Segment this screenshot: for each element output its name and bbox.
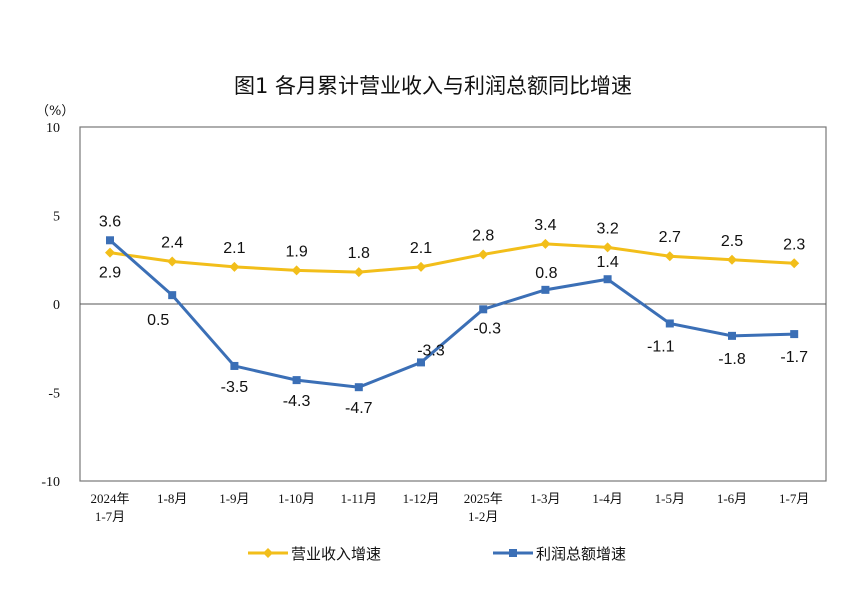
data-point — [230, 361, 239, 370]
data-point — [478, 249, 489, 260]
series-line-1 — [109, 239, 795, 389]
x-tick-label: 1-7月 — [95, 509, 125, 524]
y-tick-label: 0 — [53, 298, 60, 313]
data-label: 2.1 — [223, 240, 245, 257]
data-point — [168, 291, 177, 300]
data-label: 2.1 — [410, 240, 432, 257]
data-point — [229, 261, 240, 272]
x-tick-label: 1-10月 — [278, 491, 315, 506]
x-tick-label: 1-4月 — [592, 491, 622, 506]
x-tick-label: 1-9月 — [219, 491, 249, 506]
x-tick-label: 1-7月 — [779, 491, 809, 506]
x-tick-label: 1-3月 — [530, 491, 560, 506]
data-label: 3.6 — [99, 213, 121, 230]
x-tick-label: 1-8月 — [157, 491, 187, 506]
data-point — [353, 267, 364, 278]
series-line-0 — [109, 242, 795, 274]
data-point — [354, 383, 363, 392]
x-tick-label: 2024年 — [90, 491, 129, 506]
x-tick-label: 1-2月 — [468, 509, 498, 524]
x-tick-label: 2025年 — [464, 491, 503, 506]
data-point — [105, 247, 115, 258]
data-label: 0.5 — [147, 312, 169, 329]
legend-label: 营业收入增速 — [291, 545, 381, 563]
data-point — [790, 330, 799, 339]
data-label: 2.4 — [161, 235, 183, 252]
y-axis-unit: （%） — [36, 104, 75, 119]
data-label: 1.9 — [285, 243, 307, 260]
x-tick-label: 1-12月 — [403, 491, 440, 506]
data-label: -1.1 — [647, 338, 675, 355]
data-point — [728, 331, 736, 340]
y-tick-label: -10 — [41, 475, 60, 490]
data-point — [664, 251, 675, 262]
data-point — [789, 258, 800, 269]
data-label: 1.8 — [348, 245, 370, 262]
data-label: 2.3 — [783, 236, 805, 253]
data-point — [291, 265, 302, 276]
data-point — [479, 305, 488, 314]
data-point — [106, 236, 114, 245]
data-point — [541, 285, 550, 294]
legend-marker — [509, 549, 517, 557]
data-label: 1.4 — [596, 254, 618, 271]
data-label: -4.7 — [345, 400, 373, 417]
data-label: 2.5 — [721, 233, 743, 250]
x-tick-label: 1-5月 — [655, 491, 685, 506]
data-point — [540, 238, 551, 249]
data-label: -1.7 — [780, 349, 808, 366]
data-label: -3.5 — [221, 379, 249, 396]
data-point — [167, 256, 178, 267]
data-label: -4.3 — [283, 393, 311, 410]
data-label: 3.4 — [534, 217, 556, 234]
x-tick-label: 1-6月 — [717, 491, 747, 506]
chart-title: 图1 各月累计营业收入与利润总额同比增速 — [233, 74, 633, 98]
data-label: 3.2 — [596, 220, 618, 237]
y-tick-label: -5 — [48, 387, 60, 402]
data-label: -0.3 — [473, 320, 501, 337]
data-label: -1.8 — [718, 351, 746, 368]
legend-marker — [263, 548, 273, 558]
data-label: -3.3 — [417, 342, 445, 359]
data-label: 2.7 — [659, 229, 681, 246]
data-label: 2.9 — [99, 265, 121, 282]
data-point — [416, 261, 426, 272]
data-point — [417, 358, 425, 367]
data-point — [602, 242, 613, 253]
y-tick-label: 10 — [46, 121, 60, 136]
data-label: 2.8 — [472, 227, 494, 244]
data-point — [727, 254, 737, 265]
data-point — [603, 275, 612, 284]
y-tick-label: 5 — [53, 210, 60, 225]
data-label: 0.8 — [535, 265, 557, 282]
legend-label: 利润总额增速 — [536, 545, 626, 563]
x-tick-label: 1-11月 — [341, 491, 377, 506]
data-point — [665, 319, 674, 328]
data-point — [292, 376, 301, 385]
